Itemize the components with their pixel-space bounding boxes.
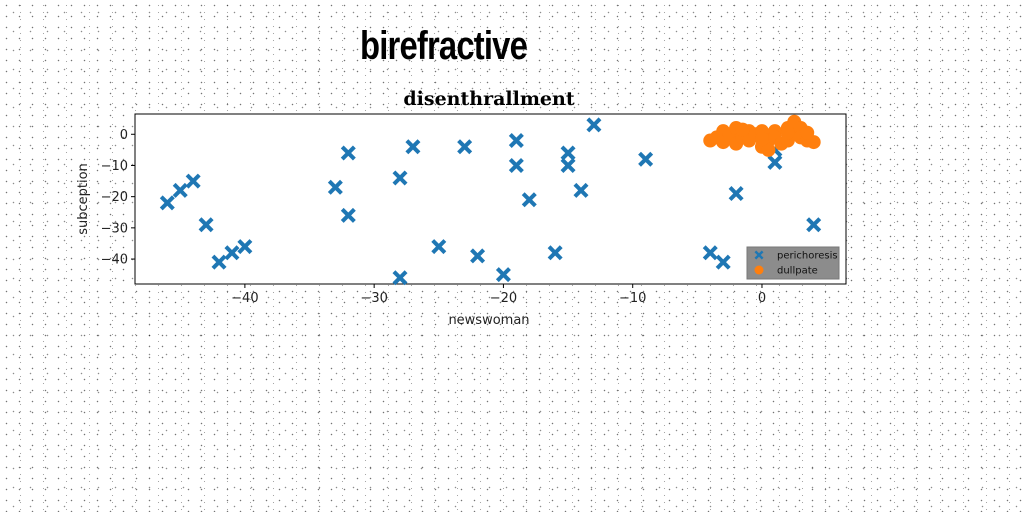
data-point bbox=[761, 142, 776, 157]
x-tick-label: 0 bbox=[758, 291, 766, 306]
data-point bbox=[340, 145, 356, 161]
data-point bbox=[495, 267, 511, 283]
data-point bbox=[767, 154, 783, 170]
data-point bbox=[457, 139, 473, 155]
legend-marker bbox=[754, 250, 764, 260]
data-points bbox=[159, 114, 822, 286]
y-tick-label: 0 bbox=[120, 128, 128, 143]
data-point bbox=[728, 186, 744, 202]
data-point bbox=[392, 170, 408, 186]
data-point bbox=[185, 173, 201, 189]
data-point bbox=[800, 125, 815, 140]
data-point bbox=[521, 192, 537, 208]
legend: perichoresis dullpate bbox=[746, 246, 840, 280]
y-tick-label: −20 bbox=[101, 190, 128, 205]
series-perichoresis bbox=[159, 117, 822, 286]
legend-marker bbox=[754, 265, 764, 275]
data-point bbox=[806, 217, 822, 233]
y-tick-label: −40 bbox=[101, 253, 128, 268]
data-point bbox=[560, 145, 576, 161]
data-point bbox=[638, 151, 654, 167]
data-point bbox=[702, 245, 718, 261]
x-tick-label: −10 bbox=[619, 291, 646, 306]
axis-ticks: −40 −30 −20 −10 0 0 −10 −20 −30 −40 bbox=[101, 128, 767, 306]
figure-suptitle: birefractive bbox=[360, 24, 528, 68]
data-point bbox=[508, 157, 524, 173]
data-point bbox=[392, 270, 408, 286]
data-point bbox=[198, 217, 214, 233]
data-point bbox=[237, 239, 253, 255]
data-point bbox=[405, 139, 421, 155]
x-tick-label: −30 bbox=[360, 291, 387, 306]
data-point bbox=[780, 125, 795, 140]
series-dullpate bbox=[703, 114, 821, 157]
x-axis-label: newswoman bbox=[448, 313, 529, 328]
data-point bbox=[470, 248, 486, 264]
y-tick-label: −10 bbox=[101, 159, 128, 174]
data-point bbox=[586, 117, 602, 133]
data-point bbox=[159, 195, 175, 211]
legend-label: perichoresis bbox=[777, 251, 838, 262]
data-point bbox=[735, 122, 750, 137]
chart-title: disenthrallment bbox=[403, 88, 574, 110]
data-point bbox=[327, 179, 343, 195]
data-point bbox=[431, 239, 447, 255]
y-axis-label: subception bbox=[76, 163, 91, 235]
x-tick-label: −20 bbox=[490, 291, 517, 306]
data-point bbox=[172, 182, 188, 198]
data-point bbox=[508, 133, 524, 149]
data-point bbox=[560, 157, 576, 173]
legend-label: dullpate bbox=[777, 266, 818, 277]
data-point bbox=[224, 245, 240, 261]
y-tick-label: −30 bbox=[101, 221, 128, 236]
data-point bbox=[547, 245, 563, 261]
data-point bbox=[211, 254, 227, 270]
data-point bbox=[340, 207, 356, 223]
data-point bbox=[715, 254, 731, 270]
x-tick-label: −40 bbox=[231, 291, 258, 306]
data-point bbox=[754, 131, 769, 146]
data-point bbox=[573, 182, 589, 198]
